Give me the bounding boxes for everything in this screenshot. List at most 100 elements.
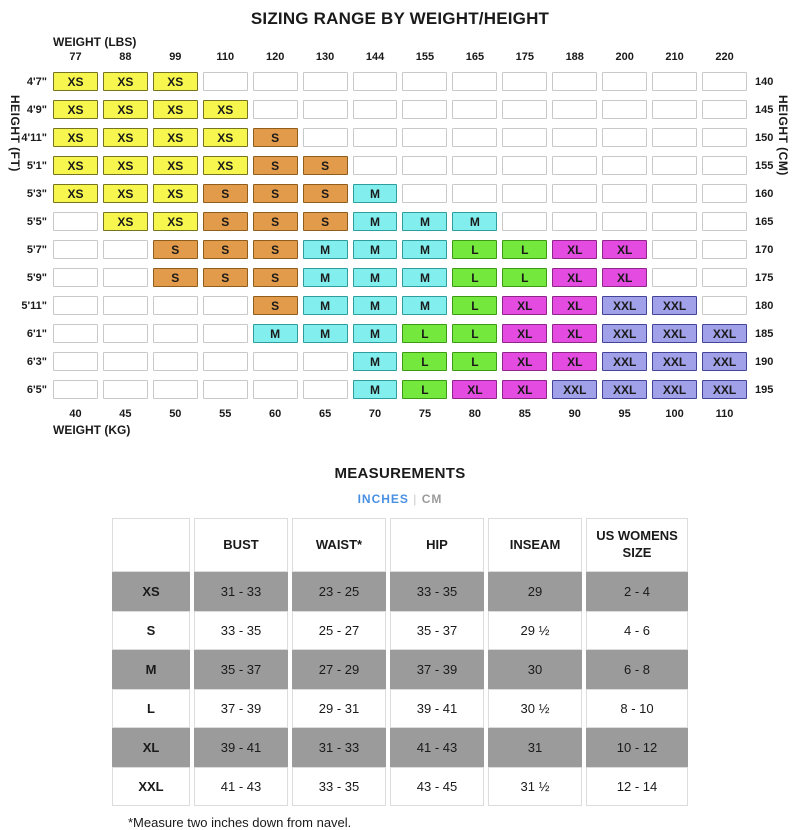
table-header-row: BUST WAIST* HIP INSEAM US WOMENS SIZE — [112, 518, 688, 572]
size-cell-xxl: XXL — [652, 324, 698, 343]
size-cell-m: M — [352, 268, 398, 287]
measurement-value: 25 - 27 — [292, 611, 386, 650]
height-cm-tick: 175 — [754, 271, 774, 284]
size-cell-xs: XS — [53, 156, 98, 175]
weight-kg-axis-label: WEIGHT (KG) — [53, 423, 131, 437]
empty-cell — [702, 184, 747, 203]
empty-cell — [452, 100, 498, 119]
measurements-title: MEASUREMENTS — [334, 465, 466, 482]
size-cell-m: M — [302, 324, 348, 343]
empty-cell — [552, 100, 598, 119]
measurement-value: 41 - 43 — [390, 728, 484, 767]
empty-cell — [53, 212, 98, 231]
size-cell-xxl: XXL — [652, 352, 698, 371]
height-ft-tick: 5'9" — [26, 271, 47, 284]
height-ft-tick: 4'11" — [21, 131, 47, 144]
weight-kg-tick: 85 — [518, 408, 531, 420]
unit-inches-button[interactable]: INCHES — [357, 492, 409, 506]
size-cell-xs: XS — [152, 128, 198, 147]
empty-cell — [252, 380, 298, 399]
size-cell-xxl: XXL — [602, 296, 648, 315]
empty-cell — [252, 100, 298, 119]
weight-kg-tick: 60 — [269, 408, 282, 420]
weight-kg-tick: 65 — [318, 408, 332, 420]
size-range-chart: HEIGHT (FT) HEIGHT (CM) WEIGHT (LBS) 77 8… — [0, 35, 800, 437]
weight-lbs-tick: 165 — [465, 51, 485, 63]
size-cell-m: M — [352, 380, 398, 399]
size-cell-l: L — [402, 352, 448, 371]
height-ft-axis-label: HEIGHT (FT) — [8, 95, 22, 172]
size-cell-xl: XL — [552, 296, 598, 315]
empty-cell — [102, 240, 148, 259]
weight-lbs-tick: 155 — [415, 51, 435, 63]
measurement-value: 29 — [488, 572, 582, 611]
empty-cell — [702, 268, 747, 287]
empty-cell — [53, 240, 98, 259]
height-cm-tick: 160 — [754, 187, 774, 200]
measurement-value: 43 - 45 — [390, 767, 484, 806]
measurement-value: 27 - 29 — [292, 650, 386, 689]
size-cell-s: S — [202, 212, 248, 231]
table-row: XS 31 - 33 23 - 25 33 - 35 29 2 - 4 — [112, 572, 688, 611]
size-cell-m: M — [352, 184, 398, 203]
measurement-value: 29 - 31 — [292, 689, 386, 728]
size-cell-l: L — [452, 240, 498, 259]
empty-cell — [102, 352, 148, 371]
size-cell-xl: XL — [502, 296, 548, 315]
empty-cell — [452, 72, 498, 91]
measurement-value: 39 - 41 — [390, 689, 484, 728]
row-size-label: XXL — [112, 767, 190, 806]
measurement-value: 31 — [488, 728, 582, 767]
empty-cell — [702, 156, 747, 175]
unit-separator: | — [413, 492, 418, 506]
empty-cell — [302, 128, 348, 147]
row-size-label: XS — [112, 572, 190, 611]
empty-cell — [652, 156, 698, 175]
size-cell-xxl: XXL — [652, 296, 698, 315]
table-row: XXL 41 - 43 33 - 35 43 - 45 31 ½ 12 - 14 — [112, 767, 688, 806]
weight-lbs-tick: 130 — [315, 51, 335, 63]
empty-cell — [602, 72, 648, 91]
measurements-section: MEASUREMENTS INCHES | CM BUST WAIST* HIP IN… — [0, 465, 800, 830]
measurement-value: 12 - 14 — [586, 767, 688, 806]
height-cm-tick: 180 — [754, 299, 774, 312]
row-size-label: M — [112, 650, 190, 689]
table-row: XL 39 - 41 31 - 33 41 - 43 31 10 - 12 — [112, 728, 688, 767]
unit-cm-button[interactable]: CM — [421, 492, 443, 506]
size-cell-xxl: XXL — [602, 380, 648, 399]
height-cm-tick: 155 — [754, 159, 774, 172]
size-cell-s: S — [252, 156, 298, 175]
empty-cell — [352, 72, 398, 91]
size-cell-s: S — [152, 268, 198, 287]
size-cell-xs: XS — [152, 156, 198, 175]
empty-cell — [102, 380, 148, 399]
size-cell-xxl: XXL — [602, 324, 648, 343]
size-cell-xs: XS — [53, 184, 98, 203]
height-ft-tick: 4'9" — [26, 103, 47, 116]
weight-lbs-tick: 120 — [265, 51, 285, 63]
size-cell-xs: XS — [202, 156, 248, 175]
height-ft-tick: 6'1" — [26, 327, 47, 340]
empty-cell — [402, 72, 448, 91]
weight-kg-tick: 90 — [568, 408, 581, 420]
empty-cell — [252, 72, 298, 91]
empty-cell — [652, 72, 698, 91]
empty-cell — [302, 380, 348, 399]
weight-lbs-tick: 220 — [715, 51, 734, 63]
size-cell-xs: XS — [102, 184, 148, 203]
empty-cell — [702, 72, 747, 91]
empty-cell — [652, 268, 698, 287]
size-cell-xs: XS — [102, 128, 148, 147]
size-cell-m: M — [352, 212, 398, 231]
size-cell-xl: XL — [552, 268, 598, 287]
sizing-page: SIZING RANGE BY WEIGHT/HEIGHT HEIGHT (FT… — [0, 9, 800, 830]
size-cell-m: M — [402, 212, 448, 231]
size-cell-l: L — [402, 324, 448, 343]
empty-cell — [502, 156, 548, 175]
size-cell-xs: XS — [202, 100, 248, 119]
empty-cell — [102, 324, 148, 343]
chart-title: SIZING RANGE BY WEIGHT/HEIGHT — [250, 9, 550, 28]
empty-cell — [702, 296, 747, 315]
weight-lbs-tick: 210 — [665, 51, 684, 63]
